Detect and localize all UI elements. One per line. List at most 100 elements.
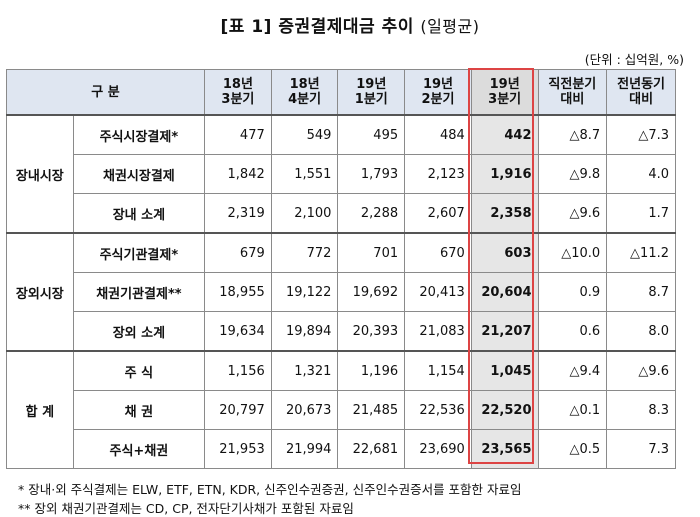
table-cell: 1,045 bbox=[470, 350, 539, 391]
table-cell: 772 bbox=[270, 232, 339, 273]
header-col-line: 2분기 bbox=[421, 92, 455, 107]
table-cell: 21,994 bbox=[270, 429, 339, 469]
table-cell: 21,083 bbox=[404, 311, 472, 352]
table-cell: 484 bbox=[404, 114, 472, 155]
table-cell: 2,319 bbox=[204, 193, 272, 234]
table-title: [표 1] 증권결제대금 추이 (일평균) bbox=[0, 12, 700, 37]
table-body: 장내시장 주식시장결제* 477 549 495 484 442 △8.7 △7.3 채권시장결제… bbox=[6, 114, 676, 469]
table-cell: 22,681 bbox=[337, 429, 406, 469]
footnote-2: ** 장외 채권기관결제는 CD, CP, 전자단기사채가 포함된 자료임 bbox=[18, 501, 354, 516]
table-cell: 21,207 bbox=[470, 311, 539, 352]
header-col: 18년 4분기 bbox=[270, 69, 339, 116]
header-col-line: 18년 bbox=[222, 77, 253, 92]
table-row: 장내 소계 2,319 2,100 2,288 2,607 2,358 △9.6 1.7 bbox=[7, 193, 676, 234]
table-cell: 20,673 bbox=[270, 390, 339, 430]
table-cell: 1,793 bbox=[337, 154, 406, 194]
table-cell: 0.6 bbox=[537, 311, 608, 352]
table-row: 채권시장결제 1,842 1,551 1,793 2,123 1,916 △9.8 4.0 bbox=[7, 154, 676, 194]
table-cell: 2,358 bbox=[470, 193, 539, 234]
table-cell: 22,520 bbox=[470, 390, 539, 430]
table-cell: 2,123 bbox=[404, 154, 472, 194]
table-cell: △8.7 bbox=[537, 114, 608, 155]
table-cell: 495 bbox=[337, 114, 406, 155]
table-cell: △7.3 bbox=[606, 114, 676, 155]
table-cell: 2,288 bbox=[337, 193, 406, 234]
header-col: 19년 2분기 bbox=[404, 69, 472, 116]
header-col-line: 1분기 bbox=[354, 92, 388, 107]
row-label: 채권시장결제 bbox=[72, 154, 206, 194]
table-cell: △0.5 bbox=[537, 429, 608, 469]
row-label: 주 식 bbox=[72, 350, 206, 391]
table-cell: 22,536 bbox=[404, 390, 472, 430]
row-label: 주식+채권 bbox=[72, 429, 206, 469]
table-cell: 1,321 bbox=[270, 350, 339, 391]
header-col-line: 대비 bbox=[629, 92, 654, 107]
group-label: 장외시장 bbox=[6, 232, 74, 352]
table-row: 장내시장 주식시장결제* 477 549 495 484 442 △8.7 △7.3 bbox=[6, 114, 676, 234]
header-col-line: 3분기 bbox=[221, 92, 255, 107]
table-cell: 8.3 bbox=[606, 390, 676, 430]
table-row: 장외 소계 19,634 19,894 20,393 21,083 21,207 0.6 8.… bbox=[7, 311, 676, 352]
header-col-line: 19년 bbox=[489, 77, 520, 92]
table-cell: 1,551 bbox=[270, 154, 339, 194]
table-cell: 7.3 bbox=[606, 429, 676, 469]
table-cell: 679 bbox=[204, 232, 272, 273]
header-col-line: 19년 bbox=[356, 77, 387, 92]
table-cell: 20,413 bbox=[404, 272, 472, 312]
table-cell: 0.9 bbox=[537, 272, 608, 312]
table-cell: 19,122 bbox=[270, 272, 339, 312]
header-col: 19년 3분기 bbox=[470, 69, 539, 116]
title-main: [표 1] 증권결제대금 추이 bbox=[220, 17, 414, 37]
table-cell: 549 bbox=[270, 114, 339, 155]
header-col-line: 19년 bbox=[422, 77, 453, 92]
row-label: 주식기관결제* bbox=[72, 232, 206, 273]
table-cell: 1,842 bbox=[204, 154, 272, 194]
header-col: 18년 3분기 bbox=[204, 69, 272, 116]
table-cell: 4.0 bbox=[606, 154, 676, 194]
table-cell: 19,894 bbox=[270, 311, 339, 352]
table-cell: △9.4 bbox=[537, 350, 608, 391]
header-col-line: 4분기 bbox=[288, 92, 322, 107]
header-col: 직전분기 대비 bbox=[537, 69, 608, 116]
header-col-line: 전년동기 bbox=[617, 77, 666, 92]
table-cell: 603 bbox=[470, 232, 539, 273]
header-row: 구 분 18년 3분기 18년 4분기 19년 1분기 19년 2분기 19년 3분기 직… bbox=[5, 69, 676, 116]
table-cell: 1.7 bbox=[606, 193, 676, 234]
table-row: 채권기관결제** 18,955 19,122 19,692 20,413 20,604 0.… bbox=[7, 272, 676, 312]
header-col-line: 대비 bbox=[560, 92, 585, 107]
table-cell: 20,797 bbox=[204, 390, 272, 430]
row-label: 채권기관결제** bbox=[72, 272, 206, 312]
group-label: 장내시장 bbox=[6, 114, 74, 234]
table-cell: 442 bbox=[470, 114, 539, 155]
header-col: 19년 1분기 bbox=[337, 69, 406, 116]
header-gubun: 구 분 bbox=[5, 69, 206, 116]
footnote-1: * 장내·외 주식결제는 ELW, ETF, ETN, KDR, 신주인수권증권… bbox=[18, 482, 522, 497]
table-cell: △11.2 bbox=[606, 232, 676, 273]
header-col: 전년동기 대비 bbox=[606, 69, 676, 116]
settlement-table: 구 분 18년 3분기 18년 4분기 19년 1분기 19년 2분기 19년 3분기 직… bbox=[5, 69, 676, 469]
table-cell: 23,690 bbox=[404, 429, 472, 469]
table-cell: 23,565 bbox=[470, 429, 539, 469]
table-cell: 1,156 bbox=[204, 350, 272, 391]
table-row: 장외시장 주식기관결제* 679 772 701 670 603 △10.0 △11.2 bbox=[6, 232, 676, 352]
table-cell: △0.1 bbox=[537, 390, 608, 430]
row-label: 장내 소계 bbox=[72, 193, 206, 234]
row-label: 채 권 bbox=[72, 390, 206, 430]
table-cell: 21,953 bbox=[204, 429, 272, 469]
table-cell: 8.7 bbox=[606, 272, 676, 312]
table-cell: 701 bbox=[337, 232, 406, 273]
group-label: 합 계 bbox=[6, 350, 74, 469]
table-cell: 20,604 bbox=[470, 272, 539, 312]
title-sub: (일평균) bbox=[420, 17, 480, 36]
table-cell: 670 bbox=[404, 232, 472, 273]
table-cell: 19,692 bbox=[337, 272, 406, 312]
table-cell: 21,485 bbox=[337, 390, 406, 430]
unit-label: (단위 : 십억원, %) bbox=[584, 52, 684, 67]
table-cell: △10.0 bbox=[537, 232, 608, 273]
row-label: 장외 소계 bbox=[72, 311, 206, 352]
row-label: 주식시장결제* bbox=[72, 114, 206, 155]
table-cell: 2,607 bbox=[404, 193, 472, 234]
table-cell: 18,955 bbox=[204, 272, 272, 312]
table-cell: 1,196 bbox=[337, 350, 406, 391]
